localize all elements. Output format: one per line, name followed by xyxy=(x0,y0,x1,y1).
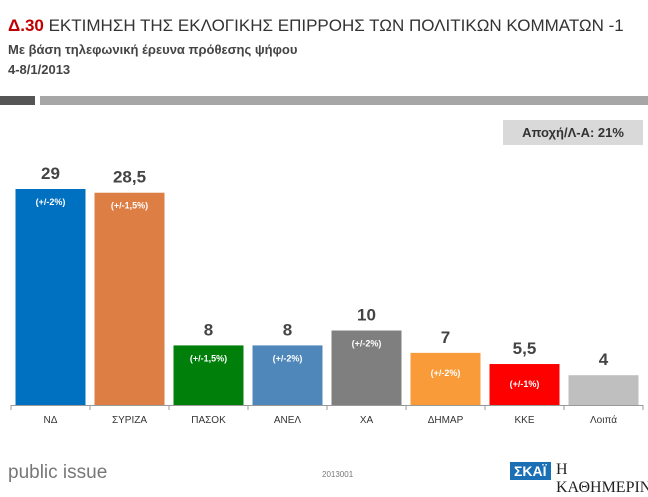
margin-label: (+/-2%) xyxy=(36,197,66,207)
title-text: ΕΚΤΙΜΗΣΗ ΤΗΣ ΕΚΛΟΓΙΚΗΣ ΕΠΙΡΡΟΗΣ ΤΩΝ ΠΟΛΙ… xyxy=(48,16,624,35)
bar xyxy=(331,330,402,405)
value-label: 8 xyxy=(204,320,213,339)
value-label: 7 xyxy=(441,328,450,347)
abstention-badge: Αποχή/Λ-Α: 21% xyxy=(503,120,643,145)
bar xyxy=(94,192,165,405)
value-label: 10 xyxy=(357,306,376,325)
value-label: 28,5 xyxy=(113,168,146,187)
bar xyxy=(489,364,560,405)
bar xyxy=(15,189,86,405)
margin-label: (+/-1,5%) xyxy=(111,201,148,211)
kathimerini-logo: Η ΚΑΘΗΜΕΡΙΝΗ xyxy=(556,461,648,496)
margin-label: (+/-2%) xyxy=(273,353,303,363)
value-label: 29 xyxy=(41,164,60,183)
category-label: ΧΑ xyxy=(360,415,374,426)
category-label: ΑΝΕΛ xyxy=(274,415,302,426)
bar xyxy=(252,345,323,405)
page-title: Δ.30 ΕΚΤΙΜΗΣΗ ΤΗΣ ΕΚΛΟΓΙΚΗΣ ΕΠΙΡΡΟΗΣ ΤΩΝ… xyxy=(8,16,624,36)
category-label: ΔΗΜΑΡ xyxy=(428,415,464,426)
value-label: 5,5 xyxy=(513,339,537,358)
category-label: ΣΥΡΙΖΑ xyxy=(112,415,147,426)
value-label: 4 xyxy=(599,350,609,369)
skai-logo: ΣΚΑΪ xyxy=(510,462,551,480)
slide-number: Δ.30 xyxy=(8,16,44,35)
divider-light xyxy=(40,96,648,105)
bar xyxy=(410,352,481,405)
bar xyxy=(568,375,639,405)
bar-chart: 29 (+/-2%) ΝΔ 28,5 (+/-1,5%) ΣΥΡΙΖΑ 8 (+/-1,5%)… xyxy=(10,164,644,426)
category-label: ΝΔ xyxy=(44,415,58,426)
category-label: ΠΑΣΟΚ xyxy=(191,415,226,426)
public-issue-logo: public issue xyxy=(8,462,108,483)
divider-dark xyxy=(0,96,35,105)
date: 4-8/1/2013 xyxy=(8,62,71,77)
category-label: ΚΚΕ xyxy=(514,415,534,426)
value-label: 8 xyxy=(283,320,292,339)
margin-label: (+/-1,5%) xyxy=(190,353,227,363)
category-label: Λοιπά xyxy=(590,414,617,426)
subtitle: Με βάση τηλεφωνική έρευνα πρόθεσης ψήφου xyxy=(8,42,298,57)
margin-label: (+/-2%) xyxy=(431,368,461,378)
margin-label: (+/-2%) xyxy=(352,339,382,349)
bar xyxy=(173,345,244,405)
report-code: 2013001 xyxy=(322,470,354,479)
margin-label: (+/-1%) xyxy=(510,379,540,389)
